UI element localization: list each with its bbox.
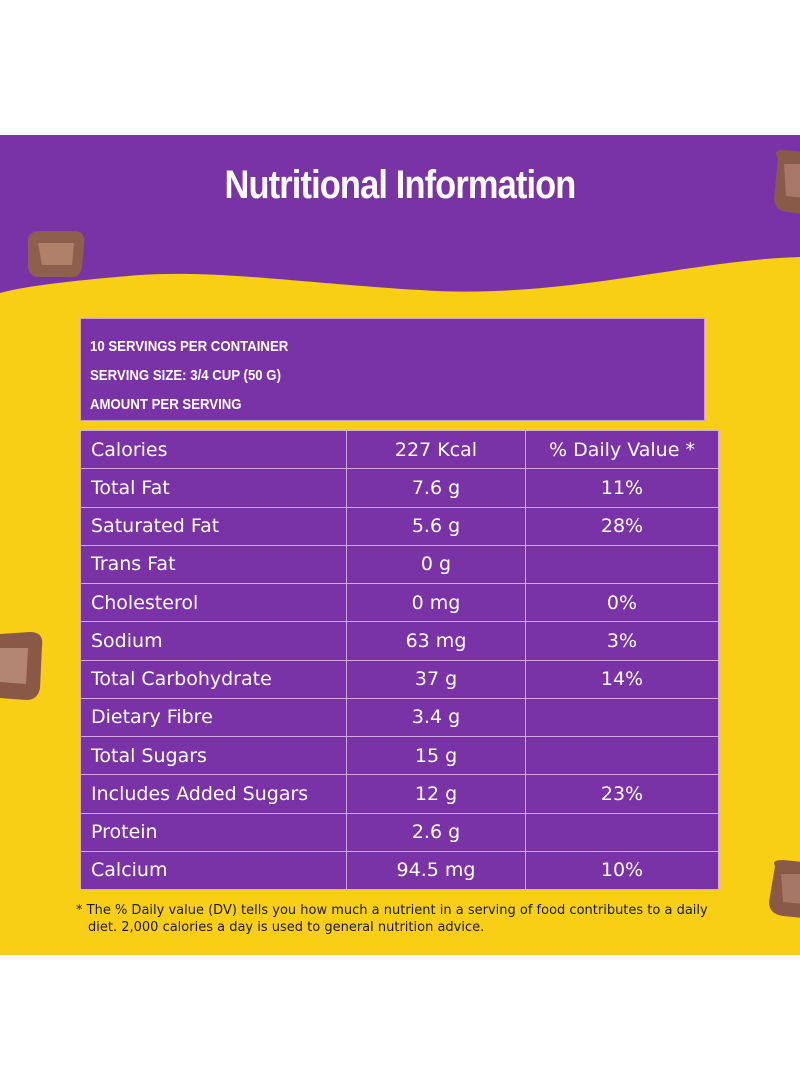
nutrient-name: Trans Fat [80, 544, 347, 585]
nutrient-name: Calcium [80, 850, 347, 891]
servings-per-container: 10 SERVINGS PER CONTAINER [90, 338, 289, 355]
nutrient-name: Total Sugars [80, 735, 347, 776]
nutrient-daily-value: 23% [525, 774, 719, 814]
chocolate-pillow-icon [27, 231, 85, 278]
footnote-text: * The % Daily value (DV) tells you how m… [76, 903, 708, 935]
table-row: Total Sugars 15 g [80, 735, 719, 776]
table-row: Saturated Fat 5.6 g 28% [80, 506, 719, 546]
nutrient-daily-value: 3% [525, 621, 719, 661]
table-row: Cholesterol 0 mg 0% [80, 582, 719, 623]
table-row: Calcium 94.5 mg 10% [80, 850, 719, 891]
nutrient-name: Total Carbohydrate [80, 659, 347, 699]
nutrient-daily-value [525, 697, 719, 738]
nutrient-amount: 5.6 g [346, 506, 526, 546]
table-row: Sodium 63 mg 3% [80, 621, 719, 661]
nutrient-amount: 7.6 g [346, 468, 526, 508]
nutrient-amount: 2.6 g [346, 812, 526, 852]
serving-size: SERVING SIZE: 3/4 CUP (50 G) [90, 367, 281, 384]
nutrient-amount: 37 g [346, 659, 526, 699]
daily-value-header: % Daily Value * [525, 429, 719, 470]
table-row: Total Carbohydrate 37 g 14% [80, 659, 719, 699]
nutrient-amount: 3.4 g [346, 697, 526, 738]
daily-value-footnote: * The % Daily value (DV) tells you how m… [76, 902, 736, 936]
serving-info-box: 10 SERVINGS PER CONTAINER SERVING SIZE: … [80, 318, 705, 421]
nutrient-daily-value: 28% [525, 506, 719, 546]
nutrient-amount: 94.5 mg [346, 850, 526, 891]
nutrient-daily-value [525, 812, 719, 852]
nutrient-name: Total Fat [80, 468, 347, 508]
purple-wave-background [0, 135, 800, 293]
table-row: Protein 2.6 g [80, 812, 719, 852]
nutrient-name: Saturated Fat [80, 506, 347, 546]
nutrient-amount: 12 g [346, 774, 526, 814]
chocolate-pillow-icon [0, 632, 43, 700]
table-row: Trans Fat 0 g [80, 544, 719, 585]
nutrient-name: Includes Added Sugars [80, 774, 347, 814]
nutrient-daily-value: 11% [525, 468, 719, 508]
amount-per-serving: AMOUNT PER SERVING [90, 396, 242, 413]
chocolate-pillow-icon [769, 860, 800, 918]
nutrient-daily-value: 0% [525, 582, 719, 623]
calories-label: Calories [80, 429, 347, 470]
nutrient-daily-value [525, 735, 719, 776]
page-title: Nutritional Information [224, 163, 577, 207]
chocolate-pillow-icon [774, 150, 800, 214]
table-row-calories: Calories 227 Kcal % Daily Value * [80, 429, 719, 470]
calories-value: 227 Kcal [346, 429, 526, 470]
nutrition-table: Calories 227 Kcal % Daily Value * Total … [80, 429, 719, 891]
nutrient-name: Cholesterol [80, 582, 347, 623]
nutrient-daily-value: 10% [525, 850, 719, 891]
table-row: Total Fat 7.6 g 11% [80, 468, 719, 508]
nutrient-name: Sodium [80, 621, 347, 661]
nutrient-daily-value [525, 544, 719, 585]
nutrient-amount: 0 mg [346, 582, 526, 623]
nutrient-name: Dietary Fibre [80, 697, 347, 738]
nutrient-amount: 15 g [346, 735, 526, 776]
nutrient-daily-value: 14% [525, 659, 719, 699]
nutrient-amount: 63 mg [346, 621, 526, 661]
nutrient-amount: 0 g [346, 544, 526, 585]
nutrient-name: Protein [80, 812, 347, 852]
table-row: Dietary Fibre 3.4 g [80, 697, 719, 738]
table-row: Includes Added Sugars 12 g 23% [80, 774, 719, 814]
